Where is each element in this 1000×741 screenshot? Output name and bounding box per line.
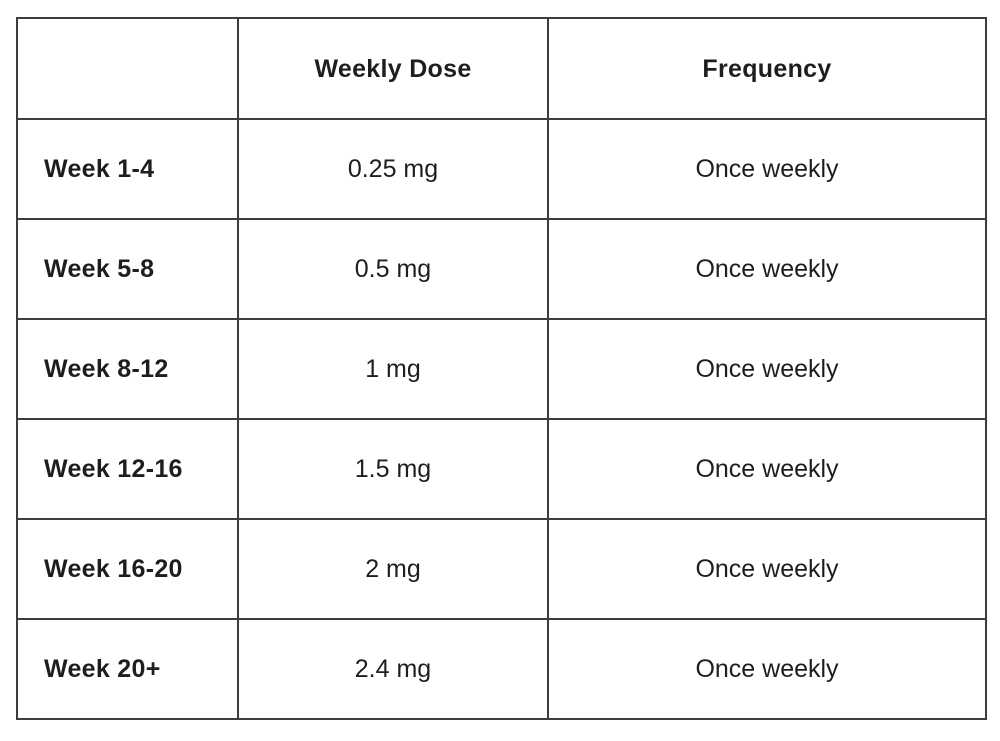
table-row: Week 12-16 1.5 mg Once weekly (16, 418, 987, 520)
frequency-cell: Once weekly (547, 118, 987, 220)
weekly-dose-cell: 2 mg (237, 518, 549, 620)
dosage-schedule-table: Weekly Dose Frequency Week 1-4 0.25 mg Onc… (16, 17, 987, 720)
frequency-cell: Once weekly (547, 218, 987, 320)
row-header-week: Week 5-8 (16, 218, 239, 320)
corner-cell (16, 17, 239, 120)
table-header: Weekly Dose Frequency (16, 17, 987, 120)
header-row: Weekly Dose Frequency (16, 17, 987, 120)
weekly-dose-cell: 1 mg (237, 318, 549, 420)
row-header-week: Week 8-12 (16, 318, 239, 420)
table-row: Week 1-4 0.25 mg Once weekly (16, 118, 987, 220)
weekly-dose-cell: 0.5 mg (237, 218, 549, 320)
table-row: Week 8-12 1 mg Once weekly (16, 318, 987, 420)
weekly-dose-cell: 0.25 mg (237, 118, 549, 220)
table-row: Week 20+ 2.4 mg Once weekly (16, 618, 987, 720)
column-header-weekly-dose: Weekly Dose (237, 17, 549, 120)
weekly-dose-cell: 1.5 mg (237, 418, 549, 520)
row-header-week: Week 12-16 (16, 418, 239, 520)
frequency-cell: Once weekly (547, 518, 987, 620)
table-row: Week 16-20 2 mg Once weekly (16, 518, 987, 620)
frequency-cell: Once weekly (547, 318, 987, 420)
weekly-dose-cell: 2.4 mg (237, 618, 549, 720)
column-header-frequency: Frequency (547, 17, 987, 120)
row-header-week: Week 1-4 (16, 118, 239, 220)
row-header-week: Week 16-20 (16, 518, 239, 620)
row-header-week: Week 20+ (16, 618, 239, 720)
table-body: Week 1-4 0.25 mg Once weekly Week 5-8 0.5 mg… (16, 118, 987, 720)
table-row: Week 5-8 0.5 mg Once weekly (16, 218, 987, 320)
frequency-cell: Once weekly (547, 618, 987, 720)
frequency-cell: Once weekly (547, 418, 987, 520)
